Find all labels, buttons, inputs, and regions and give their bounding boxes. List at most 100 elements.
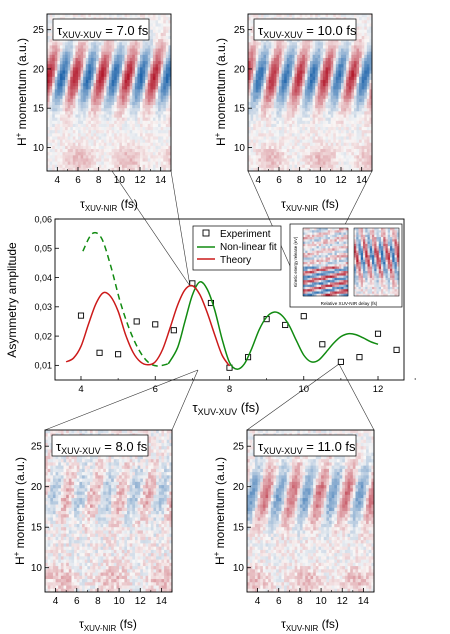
heatmap-cell	[286, 39, 290, 43]
heatmap-cell	[165, 73, 169, 78]
heatmap-cell	[317, 111, 321, 115]
heatmap-cell	[315, 45, 319, 49]
heatmap-cell	[253, 123, 257, 128]
heatmap-cell	[116, 79, 120, 84]
heatmap-cell	[67, 145, 71, 150]
heatmap-cell	[353, 39, 357, 43]
heatmap-cell	[356, 70, 360, 75]
heatmap-cell	[150, 98, 154, 103]
heatmap-cell	[366, 158, 370, 162]
heatmap-cell	[361, 51, 365, 56]
heatmap-cell	[85, 158, 89, 162]
heatmap-cell	[57, 161, 61, 166]
heatmap-cell	[346, 14, 350, 18]
heatmap-cell	[47, 108, 50, 112]
heatmap-cell	[65, 133, 69, 137]
heatmap-cell	[281, 120, 285, 125]
heatmap-cell	[165, 149, 169, 153]
heatmap-cell	[330, 64, 334, 68]
heatmap-cell	[351, 89, 355, 93]
heatmap-cell	[322, 45, 326, 49]
heatmap-cell	[284, 51, 288, 56]
heatmap-cell	[88, 114, 92, 118]
heatmap-cell	[335, 105, 339, 109]
heatmap-cell	[88, 92, 92, 96]
heatmap-cell	[248, 76, 251, 81]
heatmap-cell	[168, 73, 171, 78]
heatmap-cell	[165, 23, 169, 27]
heatmap-cell	[155, 114, 159, 118]
heatmap-cell	[341, 145, 344, 150]
heatmap-cell	[310, 130, 313, 134]
heatmap-cell	[90, 120, 94, 125]
heatmap-cell	[132, 39, 136, 43]
heatmap-cell	[145, 111, 149, 115]
heatmap-cell	[140, 101, 143, 106]
heatmap-cell	[168, 14, 171, 18]
heatmap-cell	[312, 14, 316, 18]
heatmap-cell	[263, 89, 267, 93]
heatmap-cell	[304, 14, 308, 18]
heatmap-cell	[281, 142, 285, 147]
heatmap-cell	[312, 101, 316, 106]
heatmap-cell	[356, 164, 360, 169]
heatmap-cell	[310, 158, 313, 162]
heatmap-cell	[330, 70, 334, 75]
heatmap-cell	[98, 111, 102, 115]
heatmap-cell	[67, 158, 71, 162]
heatmap-cell	[59, 114, 63, 118]
heatmap-cell	[55, 430, 59, 434]
heatmap-cell	[93, 67, 97, 71]
heatmap-cell	[369, 17, 372, 21]
heatmap-cell	[165, 108, 169, 112]
heatmap-cell	[150, 120, 154, 125]
heatmap-cell	[96, 51, 100, 56]
heatmap-cell	[353, 45, 357, 49]
heatmap-cell	[52, 45, 56, 49]
heatmap-cell	[90, 149, 94, 153]
heatmap-cell	[134, 39, 138, 43]
heatmap-cell	[279, 155, 282, 159]
heatmap-cell	[286, 123, 290, 128]
heatmap-cell	[248, 45, 251, 49]
heatmap-cell	[268, 111, 272, 115]
heatmap-cell	[266, 70, 270, 75]
heatmap-cell	[248, 108, 251, 112]
heatmap-cell	[145, 117, 149, 122]
heatmap-cell	[333, 133, 337, 137]
heatmap-cell	[62, 64, 66, 68]
heatmap-cell	[253, 167, 257, 171]
heatmap-cell	[260, 95, 264, 100]
heatmap-cell	[72, 123, 76, 128]
heatmap-cell	[289, 158, 293, 162]
heatmap-cell	[281, 145, 285, 150]
heatmap-cell	[361, 35, 365, 40]
heatmap-cell	[266, 79, 270, 84]
heatmap-cell	[147, 152, 151, 156]
heatmap-cell	[281, 83, 285, 87]
heatmap-cell	[101, 105, 105, 109]
heatmap-cell	[258, 79, 262, 84]
heatmap-cell	[255, 127, 259, 131]
heatmap-cell	[109, 123, 112, 128]
heatmap-cell	[260, 39, 264, 43]
heatmap-cell	[348, 61, 352, 65]
heatmap-cell	[333, 142, 337, 147]
heatmap-cell	[260, 145, 264, 150]
heatmap-cell	[328, 161, 332, 166]
heatmap-cell	[317, 83, 321, 87]
heatmap-cell	[83, 117, 87, 122]
heatmap-cell	[47, 57, 50, 62]
heatmap-cell	[165, 35, 169, 40]
heatmap-cell	[93, 155, 97, 159]
heatmap-cell	[72, 98, 76, 103]
heatmap-cell	[124, 155, 128, 159]
heatmap-cell	[307, 120, 311, 125]
heatmap-cell	[279, 89, 282, 93]
heatmap-cell	[114, 142, 118, 147]
heatmap-cell	[116, 45, 120, 49]
heatmap-cell	[281, 155, 285, 159]
heatmap-cell	[134, 130, 138, 134]
heatmap-cell	[127, 14, 131, 18]
heatmap-cell	[57, 76, 61, 81]
